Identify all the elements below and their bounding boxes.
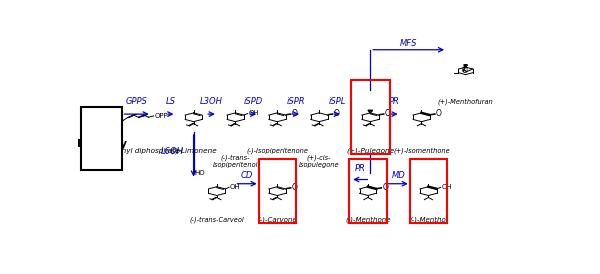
Text: iSPR: iSPR xyxy=(287,97,305,106)
Text: iSPD: iSPD xyxy=(244,97,263,106)
Text: O: O xyxy=(292,183,298,192)
Text: MFS: MFS xyxy=(400,39,418,48)
Bar xyxy=(259,159,296,223)
Text: iSPL: iSPL xyxy=(329,97,346,106)
Text: (+)-Pulegone: (+)-Pulegone xyxy=(346,148,394,154)
Text: O: O xyxy=(436,109,442,118)
Text: PR: PR xyxy=(389,97,400,106)
Bar xyxy=(350,80,390,154)
Text: L6OH: L6OH xyxy=(160,147,184,156)
Text: O: O xyxy=(462,66,468,75)
Text: (-)-trans-
Isopiperitenol: (-)-trans- Isopiperitenol xyxy=(212,154,258,168)
Text: (-)-Limonene: (-)-Limonene xyxy=(170,148,217,154)
Text: (-)-trans-Carveol: (-)-trans-Carveol xyxy=(190,216,244,223)
Text: (-)-Isopiperitenone: (-)-Isopiperitenone xyxy=(246,148,308,155)
Text: (-)-Menthone: (-)-Menthone xyxy=(345,216,391,223)
Text: CD: CD xyxy=(241,171,253,180)
Text: MEP
Pathway: MEP Pathway xyxy=(77,128,127,149)
Text: OPP: OPP xyxy=(155,113,169,119)
Text: L3OH: L3OH xyxy=(200,97,223,106)
Text: OH: OH xyxy=(248,110,259,116)
Text: O: O xyxy=(382,183,388,192)
Polygon shape xyxy=(368,110,373,113)
Text: (+)-Isomenthone: (+)-Isomenthone xyxy=(393,148,450,155)
Text: MD: MD xyxy=(391,171,405,180)
Polygon shape xyxy=(464,65,467,67)
Bar xyxy=(80,107,122,170)
Text: GPPS: GPPS xyxy=(125,97,148,106)
Text: (-)-Menthol: (-)-Menthol xyxy=(409,216,448,223)
Text: OH: OH xyxy=(230,184,240,190)
Text: OH: OH xyxy=(441,184,452,190)
Text: (+)-Menthofuran: (+)-Menthofuran xyxy=(438,98,493,105)
Text: (+)-cis-
Isopulegone: (+)-cis- Isopulegone xyxy=(299,154,340,168)
Bar xyxy=(349,159,386,223)
Text: O: O xyxy=(385,109,391,118)
Bar xyxy=(410,159,447,223)
Text: Geranyl diphosphate: Geranyl diphosphate xyxy=(104,148,181,154)
Text: PR: PR xyxy=(355,164,366,173)
Text: HO: HO xyxy=(194,170,205,176)
Text: O: O xyxy=(292,109,298,118)
Text: (-)-Carvone: (-)-Carvone xyxy=(257,216,297,223)
Text: LS: LS xyxy=(166,97,176,106)
Text: O: O xyxy=(334,109,340,118)
